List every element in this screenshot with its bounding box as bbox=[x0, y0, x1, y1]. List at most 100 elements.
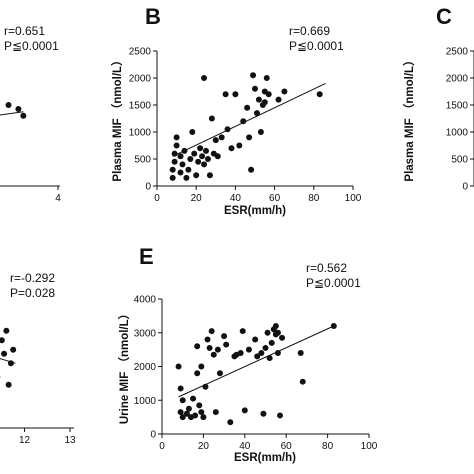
pb-data-point bbox=[228, 145, 235, 152]
pe-data-point bbox=[208, 328, 215, 335]
pe-data-point bbox=[276, 412, 283, 419]
pe-x-tick-label: 80 bbox=[322, 441, 334, 452]
pe-data-point bbox=[279, 334, 286, 341]
pe-data-point bbox=[183, 410, 190, 417]
panel-b-y-ticks: 0 500 1000 1500 2000 2500 bbox=[129, 47, 157, 193]
panel-b: B r=0.669 P≦0.0001 05001000150020002500 … bbox=[110, 4, 362, 217]
pe-data-point bbox=[204, 336, 211, 343]
pe-data-point bbox=[212, 409, 219, 416]
pb-y-tick-label: 1500 bbox=[129, 101, 152, 112]
pc-y-tick-label: 1000 bbox=[446, 128, 469, 139]
panel-d-x-ticks: 12 13 bbox=[19, 428, 76, 446]
pe-data-point bbox=[196, 402, 203, 409]
pe-data-point bbox=[237, 350, 244, 356]
panel-e-fit-line bbox=[178, 325, 335, 398]
pb-data-point bbox=[195, 158, 202, 165]
pe-data-point bbox=[254, 353, 261, 360]
pe-x-tick-label: 0 bbox=[159, 441, 165, 452]
pb-data-point bbox=[189, 129, 196, 135]
pb-data-point bbox=[173, 142, 180, 149]
pb-data-point bbox=[255, 96, 262, 103]
pe-data-point bbox=[175, 363, 182, 370]
pe-data-point bbox=[262, 344, 269, 351]
pe-data-point bbox=[190, 395, 197, 402]
pd-data-point bbox=[5, 381, 12, 388]
pe-data-point bbox=[206, 344, 213, 351]
pe-data-point bbox=[177, 385, 184, 392]
pe-data-point bbox=[241, 407, 248, 414]
pb-data-point bbox=[208, 115, 215, 122]
pe-data-point bbox=[210, 351, 217, 358]
pe-x-tick-label: 100 bbox=[361, 441, 378, 452]
pb-data-point bbox=[257, 129, 264, 135]
pb-data-point bbox=[222, 91, 229, 98]
pe-data-point bbox=[258, 350, 265, 356]
pb-data-point bbox=[253, 110, 260, 117]
pe-data-point bbox=[200, 414, 207, 421]
pb-y-tick-label: 1000 bbox=[129, 128, 152, 139]
pb-data-point bbox=[203, 147, 209, 154]
pe-data-point bbox=[252, 336, 259, 343]
panel-e-x-ticks: 0 20 40 60 80 100 bbox=[159, 434, 378, 452]
pb-x-tick-label: 40 bbox=[230, 193, 242, 204]
pb-data-point bbox=[281, 88, 288, 95]
pb-data-point bbox=[173, 134, 180, 141]
pe-data-point bbox=[198, 409, 205, 416]
panel-d-fit-line bbox=[0, 358, 16, 364]
pb-data-point bbox=[177, 153, 184, 160]
pe-data-point bbox=[268, 339, 275, 346]
pb-data-point bbox=[316, 91, 323, 98]
panel-b-fit-line bbox=[172, 82, 326, 157]
pb-data-point bbox=[197, 145, 204, 152]
pc-y-tick-label: 500 bbox=[451, 155, 468, 166]
pe-data-point bbox=[274, 329, 281, 336]
panel-a: r=0.651 P≦0.0001 34 bbox=[0, 24, 61, 204]
pe-data-point bbox=[297, 350, 304, 356]
pb-x-tick-label: 80 bbox=[308, 193, 320, 204]
pb-y-tick-label: 0 bbox=[145, 182, 151, 193]
panel-b-letter: B bbox=[145, 4, 161, 29]
pe-data-point bbox=[194, 370, 201, 377]
pb-data-point bbox=[218, 134, 225, 141]
pb-data-point bbox=[199, 153, 206, 160]
pb-data-point bbox=[250, 72, 257, 79]
pb-data-point bbox=[169, 166, 176, 173]
panel-e-p-value: P≦0.0001 bbox=[306, 276, 361, 290]
pe-data-point bbox=[245, 346, 252, 353]
pc-y-tick-label: 0 bbox=[462, 182, 468, 193]
pc-y-tick-label: 1500 bbox=[446, 101, 469, 112]
pb-y-tick-label: 500 bbox=[134, 155, 151, 166]
pe-x-tick-label: 20 bbox=[198, 441, 210, 452]
pe-x-tick-label: 40 bbox=[239, 441, 251, 452]
pb-y-tick-label: 2500 bbox=[129, 47, 152, 58]
pe-data-point bbox=[266, 355, 273, 362]
pb-data-point bbox=[169, 174, 176, 181]
pe-data-point bbox=[299, 378, 306, 385]
pc-y-tick-label: 2000 bbox=[446, 74, 469, 85]
pb-data-point bbox=[244, 104, 251, 111]
pe-data-point bbox=[179, 414, 186, 421]
pb-data-point bbox=[201, 161, 208, 168]
pe-data-point bbox=[264, 329, 271, 336]
pe-y-tick-label: 4000 bbox=[134, 295, 157, 306]
pe-y-tick-label: 1000 bbox=[134, 396, 157, 407]
pb-data-point bbox=[206, 172, 213, 179]
pb-data-point bbox=[191, 150, 198, 157]
pd-data-point bbox=[1, 350, 8, 357]
panel-a-points bbox=[5, 102, 27, 119]
panel-b-points bbox=[169, 72, 323, 181]
pe-data-point bbox=[260, 410, 267, 417]
pe-x-tick-label: 60 bbox=[281, 441, 293, 452]
pe-data-point bbox=[185, 405, 192, 412]
panel-e-points bbox=[175, 323, 337, 426]
panel-d-p-value: P=0.028 bbox=[10, 286, 55, 300]
pb-data-point bbox=[193, 172, 200, 179]
panel-d-points bbox=[0, 327, 17, 388]
pb-data-point bbox=[265, 91, 272, 98]
panel-c-y-ticks: 0 500 1000 1500 2000 2500 bbox=[446, 47, 474, 193]
panel-b-y-label: Plasma MIF （nmol/L） bbox=[110, 54, 124, 181]
pe-data-point bbox=[216, 370, 223, 377]
pe-data-point bbox=[272, 323, 279, 329]
panel-c: C 0 500 1000 1500 2000 2500 Plasma MIF （nmol/… bbox=[402, 4, 474, 193]
pa-x-tick-label: 4 bbox=[55, 193, 61, 204]
